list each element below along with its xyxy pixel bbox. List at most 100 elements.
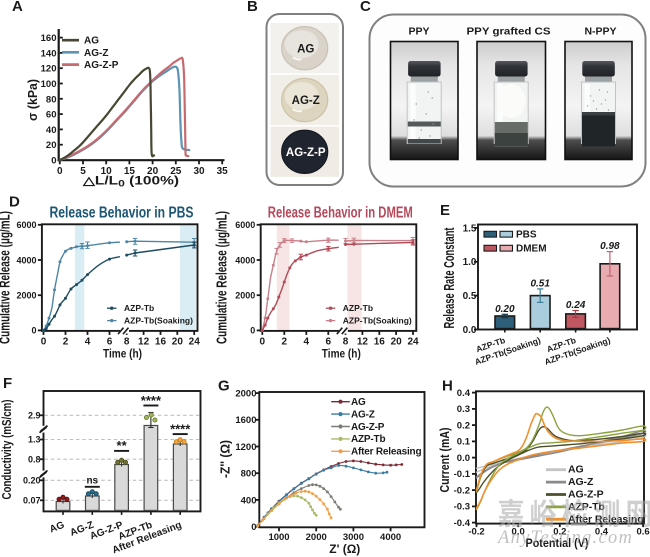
svg-text:AG: AG bbox=[568, 464, 584, 476]
svg-text:Release Rate Constant: Release Rate Constant bbox=[442, 227, 458, 328]
svg-text:AG-Z: AG-Z bbox=[351, 409, 375, 420]
svg-text:12: 12 bbox=[357, 337, 369, 348]
svg-text:ns: ns bbox=[86, 476, 98, 487]
svg-text:140: 140 bbox=[41, 48, 57, 59]
svg-text:0.3: 0.3 bbox=[457, 404, 470, 415]
svg-text:Z' (Ω): Z' (Ω) bbox=[329, 544, 360, 556]
svg-text:4000: 4000 bbox=[235, 255, 255, 265]
svg-text:Current (mA): Current (mA) bbox=[438, 428, 452, 493]
svg-text:Release Behavior in DMEM: Release Behavior in DMEM bbox=[268, 205, 413, 222]
svg-text:30: 30 bbox=[193, 166, 205, 177]
svg-text:1.0: 1.0 bbox=[463, 257, 477, 268]
svg-text:0.4: 0.4 bbox=[457, 388, 471, 399]
svg-text:A: A bbox=[12, 0, 23, 15]
svg-text:2: 2 bbox=[282, 337, 288, 348]
svg-text:20: 20 bbox=[46, 140, 57, 151]
svg-text:AZP-Tb(Soaking): AZP-Tb(Soaking) bbox=[124, 316, 193, 326]
svg-text:AZP-Tb: AZP-Tb bbox=[343, 303, 373, 313]
svg-text:AG: AG bbox=[297, 43, 314, 55]
svg-text:35: 35 bbox=[217, 166, 229, 177]
svg-text:0: 0 bbox=[260, 337, 266, 348]
svg-text:6000: 6000 bbox=[16, 220, 36, 230]
svg-text:1.3: 1.3 bbox=[28, 435, 41, 445]
svg-text:1600: 1600 bbox=[235, 415, 256, 426]
svg-text:F: F bbox=[3, 375, 12, 392]
svg-text:0.2: 0.2 bbox=[553, 527, 566, 538]
svg-text:-0.2: -0.2 bbox=[468, 527, 484, 538]
svg-text:0.0: 0.0 bbox=[463, 325, 477, 336]
svg-text:E: E bbox=[440, 202, 450, 219]
svg-text:Time (h): Time (h) bbox=[103, 349, 142, 361]
svg-text:400: 400 bbox=[241, 495, 257, 506]
svg-text:AG-Z-P: AG-Z-P bbox=[351, 422, 385, 433]
svg-text:16: 16 bbox=[374, 337, 386, 348]
svg-text:B: B bbox=[247, 0, 258, 15]
svg-text:8: 8 bbox=[124, 337, 130, 348]
svg-text:40: 40 bbox=[46, 125, 57, 136]
svg-text:0.5: 0.5 bbox=[463, 291, 477, 302]
svg-text:80: 80 bbox=[46, 94, 57, 105]
svg-text:AZP-Tb: AZP-Tb bbox=[351, 434, 385, 445]
svg-text:2.9: 2.9 bbox=[28, 411, 41, 421]
svg-text:0: 0 bbox=[41, 337, 47, 348]
svg-text:0: 0 bbox=[31, 326, 36, 336]
svg-text:Cumulative Release (μg/mL): Cumulative Release (μg/mL) bbox=[214, 211, 231, 344]
svg-text:After Releasing: After Releasing bbox=[351, 447, 421, 458]
svg-text:AG: AG bbox=[84, 36, 99, 47]
svg-text:0.20: 0.20 bbox=[23, 476, 41, 486]
svg-text:0.2: 0.2 bbox=[457, 420, 470, 431]
svg-text:AG-Z: AG-Z bbox=[84, 48, 108, 59]
svg-text:C: C bbox=[360, 0, 371, 15]
svg-text:-Z'' (Ω): -Z'' (Ω) bbox=[219, 440, 233, 478]
svg-text:-0.4: -0.4 bbox=[454, 518, 471, 529]
svg-text:Cumulative Release (μg/mL): Cumulative Release (μg/mL) bbox=[0, 211, 14, 344]
svg-text:10: 10 bbox=[101, 166, 113, 177]
svg-text:0.98: 0.98 bbox=[600, 241, 620, 252]
svg-text:2: 2 bbox=[63, 337, 69, 348]
svg-text:AnyTesting.com: AnyTesting.com bbox=[496, 528, 633, 548]
svg-text:20: 20 bbox=[172, 337, 184, 348]
svg-text:PPY grafted CS: PPY grafted CS bbox=[467, 26, 551, 38]
svg-text:DMEM: DMEM bbox=[516, 243, 547, 254]
svg-text:0: 0 bbox=[251, 522, 256, 533]
svg-text:PPY: PPY bbox=[408, 26, 429, 38]
svg-text:2000: 2000 bbox=[16, 291, 36, 301]
svg-text:Conductivity (mS/cm): Conductivity (mS/cm) bbox=[0, 400, 14, 500]
svg-text:****: **** bbox=[170, 421, 191, 436]
svg-text:100: 100 bbox=[41, 79, 57, 90]
svg-text:20: 20 bbox=[147, 166, 159, 177]
svg-text:1.5: 1.5 bbox=[463, 223, 477, 234]
svg-text:AG-Z: AG-Z bbox=[568, 476, 594, 488]
svg-text:0: 0 bbox=[57, 166, 63, 177]
svg-text:12: 12 bbox=[138, 337, 150, 348]
svg-text:160: 160 bbox=[41, 33, 57, 44]
svg-text:120: 120 bbox=[41, 64, 57, 75]
svg-text:6: 6 bbox=[326, 337, 332, 348]
svg-text:Time (h): Time (h) bbox=[322, 349, 361, 361]
svg-text:Release Behavior in PBS: Release Behavior in PBS bbox=[50, 205, 194, 222]
svg-text:AG-Z-P: AG-Z-P bbox=[568, 489, 604, 501]
svg-text:AG: AG bbox=[351, 397, 366, 408]
svg-text:Potential (V): Potential (V) bbox=[526, 536, 589, 550]
svg-text:16: 16 bbox=[155, 337, 167, 348]
svg-text:G: G bbox=[218, 378, 230, 395]
svg-text:H: H bbox=[442, 378, 453, 395]
svg-text:4000: 4000 bbox=[16, 255, 36, 265]
svg-text:σ (kPa): σ (kPa) bbox=[25, 79, 40, 121]
svg-text:AG: AG bbox=[48, 520, 66, 536]
svg-text:6: 6 bbox=[107, 337, 113, 348]
svg-text:AZP-Tb: AZP-Tb bbox=[124, 303, 154, 313]
svg-text:1000: 1000 bbox=[268, 532, 289, 543]
svg-text:-0.3: -0.3 bbox=[454, 502, 470, 513]
svg-text:N-PPY: N-PPY bbox=[584, 26, 616, 38]
svg-text:**: ** bbox=[117, 438, 128, 453]
svg-text:4000: 4000 bbox=[380, 532, 401, 543]
svg-text:24: 24 bbox=[407, 337, 419, 348]
svg-text:0: 0 bbox=[250, 326, 255, 336]
svg-text:AG-Z-P: AG-Z-P bbox=[84, 60, 119, 71]
svg-text:15: 15 bbox=[124, 166, 136, 177]
svg-text:24: 24 bbox=[189, 337, 201, 348]
svg-text:20: 20 bbox=[391, 337, 403, 348]
svg-text:0.0: 0.0 bbox=[457, 453, 470, 464]
svg-text:-0.1: -0.1 bbox=[454, 469, 471, 480]
